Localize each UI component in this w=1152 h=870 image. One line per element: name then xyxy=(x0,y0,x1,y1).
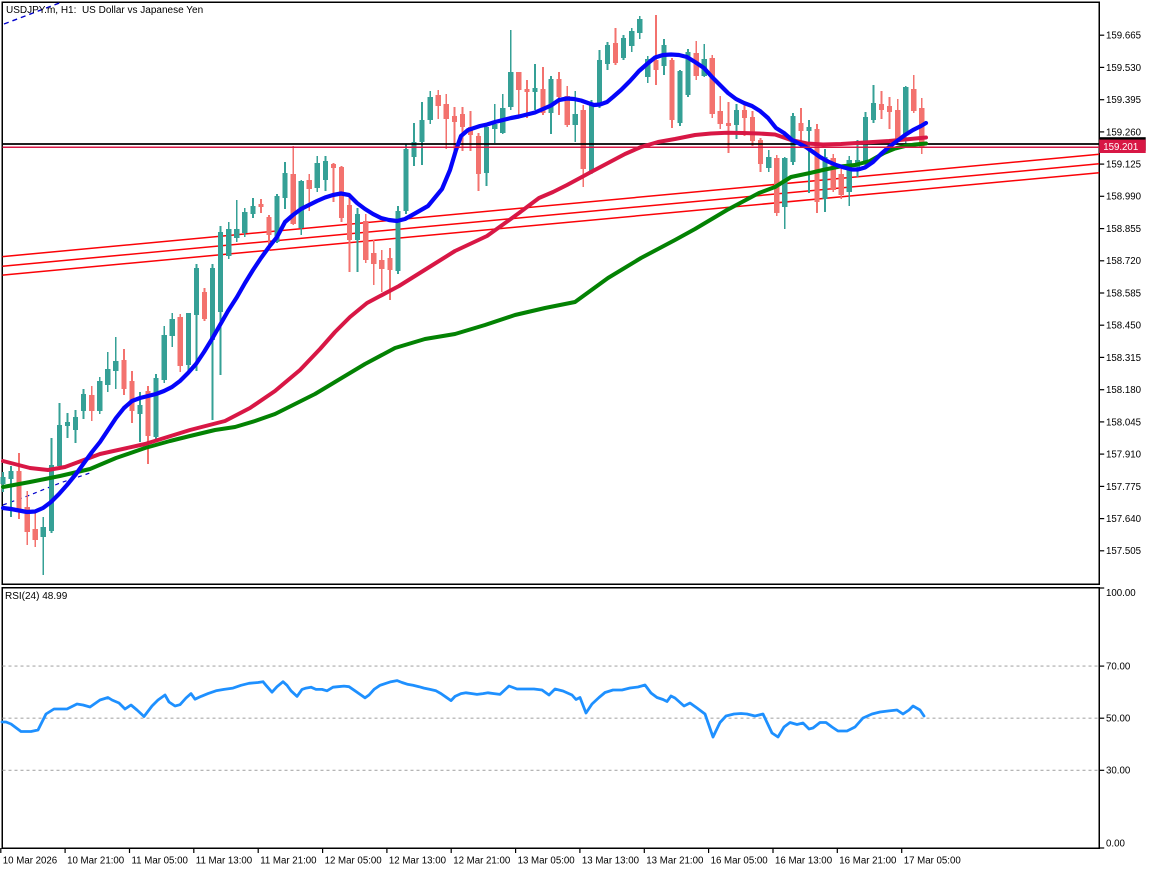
svg-text:100.00: 100.00 xyxy=(1106,588,1136,599)
svg-text:11 Mar 05:00: 11 Mar 05:00 xyxy=(132,856,189,867)
svg-text:158.450: 158.450 xyxy=(1106,321,1142,332)
svg-text:158.990: 158.990 xyxy=(1106,192,1142,203)
svg-text:158.855: 158.855 xyxy=(1106,224,1141,235)
svg-text:158.180: 158.180 xyxy=(1106,385,1142,396)
svg-text:50.00: 50.00 xyxy=(1106,714,1131,725)
svg-text:159.201: 159.201 xyxy=(1103,142,1138,153)
svg-text:157.910: 157.910 xyxy=(1106,450,1142,461)
svg-text:159.530: 159.530 xyxy=(1106,63,1142,74)
svg-text:158.315: 158.315 xyxy=(1106,353,1141,364)
svg-text:16 Mar 21:00: 16 Mar 21:00 xyxy=(839,856,897,867)
svg-text:158.045: 158.045 xyxy=(1106,417,1141,428)
svg-text:11 Mar 21:00: 11 Mar 21:00 xyxy=(260,856,317,867)
svg-text:0.00: 0.00 xyxy=(1106,839,1125,850)
svg-text:16 Mar 13:00: 16 Mar 13:00 xyxy=(775,856,833,867)
svg-text:10 Mar 2026: 10 Mar 2026 xyxy=(3,856,57,867)
svg-text:13 Mar 21:00: 13 Mar 21:00 xyxy=(646,856,704,867)
svg-text:159.260: 159.260 xyxy=(1106,127,1142,138)
svg-text:USDJPY.m, H1: US Dollar vs Ja: USDJPY.m, H1: US Dollar vs Japanese Yen xyxy=(6,5,203,16)
svg-text:157.505: 157.505 xyxy=(1106,546,1141,557)
svg-text:158.720: 158.720 xyxy=(1106,256,1142,267)
svg-text:30.00: 30.00 xyxy=(1106,766,1131,777)
svg-text:10 Mar 21:00: 10 Mar 21:00 xyxy=(67,856,125,867)
svg-text:159.125: 159.125 xyxy=(1106,160,1141,171)
svg-text:11 Mar 13:00: 11 Mar 13:00 xyxy=(196,856,253,867)
svg-text:12 Mar 05:00: 12 Mar 05:00 xyxy=(325,856,383,867)
svg-text:13 Mar 13:00: 13 Mar 13:00 xyxy=(582,856,640,867)
svg-text:159.665: 159.665 xyxy=(1106,31,1141,42)
svg-text:16 Mar 05:00: 16 Mar 05:00 xyxy=(711,856,769,867)
svg-text:12 Mar 13:00: 12 Mar 13:00 xyxy=(389,856,447,867)
svg-text:70.00: 70.00 xyxy=(1106,662,1131,673)
svg-text:159.395: 159.395 xyxy=(1106,95,1141,106)
svg-text:12 Mar 21:00: 12 Mar 21:00 xyxy=(453,856,511,867)
svg-text:RSI(24) 48.99: RSI(24) 48.99 xyxy=(5,591,68,602)
svg-text:17 Mar 05:00: 17 Mar 05:00 xyxy=(904,856,962,867)
svg-text:157.640: 157.640 xyxy=(1106,514,1142,525)
svg-text:13 Mar 05:00: 13 Mar 05:00 xyxy=(518,856,576,867)
svg-text:157.775: 157.775 xyxy=(1106,482,1141,493)
svg-text:158.585: 158.585 xyxy=(1106,288,1141,299)
